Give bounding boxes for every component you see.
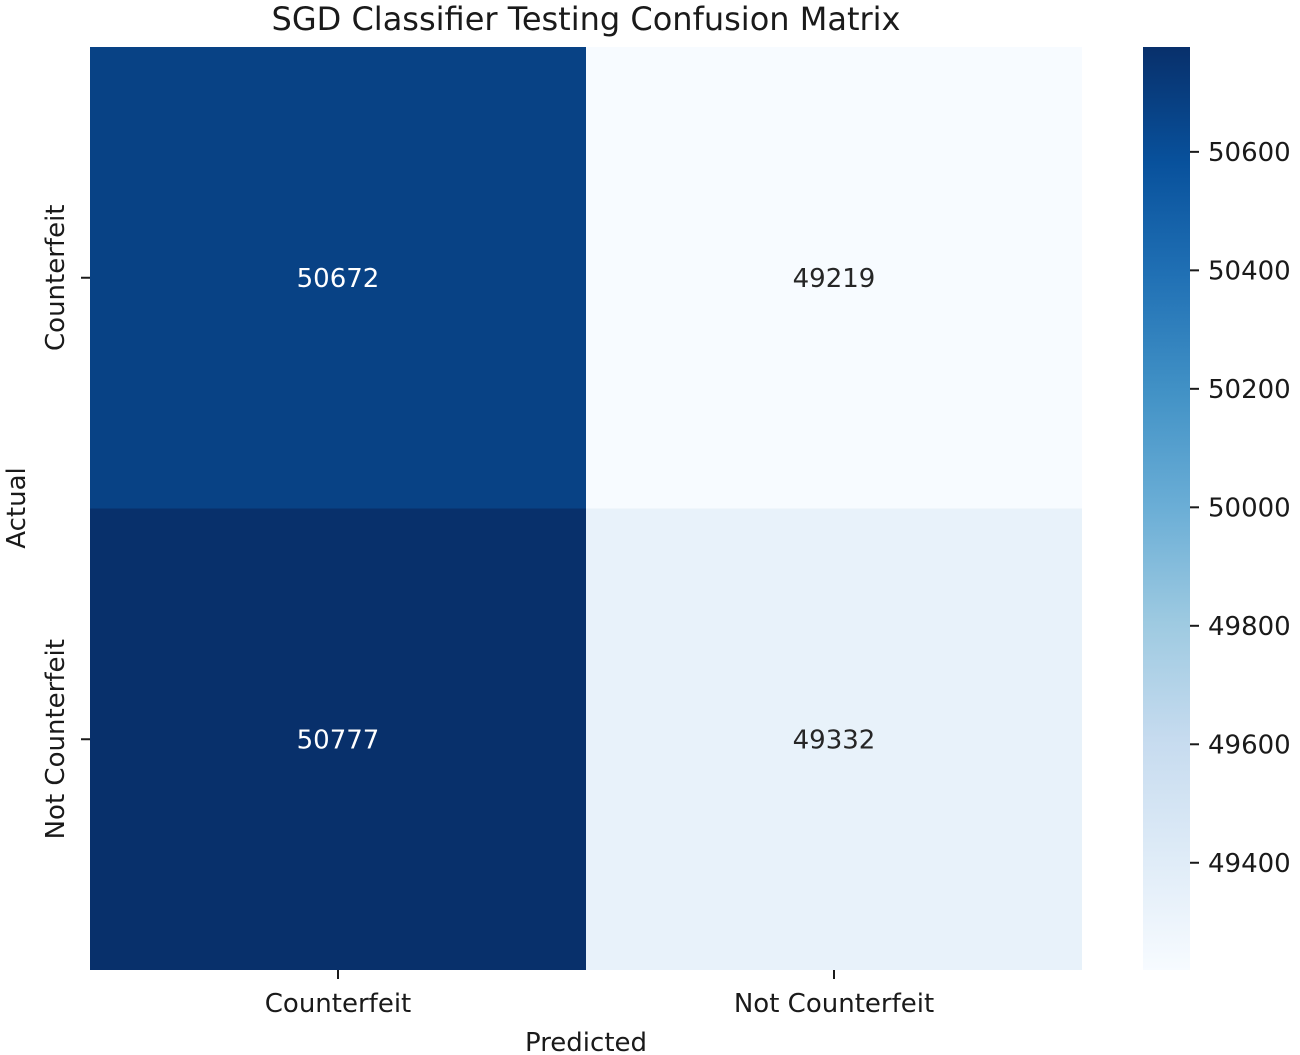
cell-value-label: 50672 [297, 264, 380, 294]
x-axis-label: Predicted [525, 1028, 647, 1055]
heatmap-cell-labels: 50672 49219 50777 49332 [297, 264, 876, 756]
cell-value-label: 50777 [297, 725, 380, 755]
y-axis-label: Actual [2, 467, 32, 548]
chart-title: SGD Classifier Testing Confusion Matrix [272, 0, 901, 38]
cell-value-label: 49219 [793, 264, 876, 294]
y-tick-label: Not Counterfeit [41, 639, 71, 839]
colorbar-tick-label: 50200 [1208, 375, 1291, 405]
x-axis: Counterfeit Not Counterfeit [265, 970, 934, 1019]
colorbar-tick-label: 50400 [1208, 256, 1291, 286]
heatmap-cells [90, 47, 1082, 970]
colorbar-tick-label: 50000 [1208, 493, 1291, 523]
x-tick-label: Not Counterfeit [734, 989, 934, 1019]
colorbar-tick-label: 50600 [1208, 138, 1291, 168]
colorbar-tick-label: 49600 [1208, 730, 1291, 760]
colorbar [1143, 47, 1190, 970]
heatmap-cell [586, 508, 1082, 970]
x-tick-label: Counterfeit [265, 989, 411, 1019]
y-tick-label: Counterfeit [41, 205, 71, 351]
cell-value-label: 49332 [793, 725, 876, 755]
heatmap-cell [90, 508, 586, 970]
colorbar-ticks: 50600 50400 50200 50000 49800 49600 49400 [1190, 138, 1291, 879]
heatmap-cell [586, 47, 1082, 509]
heatmap-cell [90, 47, 586, 509]
colorbar-tick-label: 49400 [1208, 849, 1291, 879]
colorbar-tick-label: 49800 [1208, 612, 1291, 642]
y-axis: Counterfeit Not Counterfeit [41, 205, 90, 839]
